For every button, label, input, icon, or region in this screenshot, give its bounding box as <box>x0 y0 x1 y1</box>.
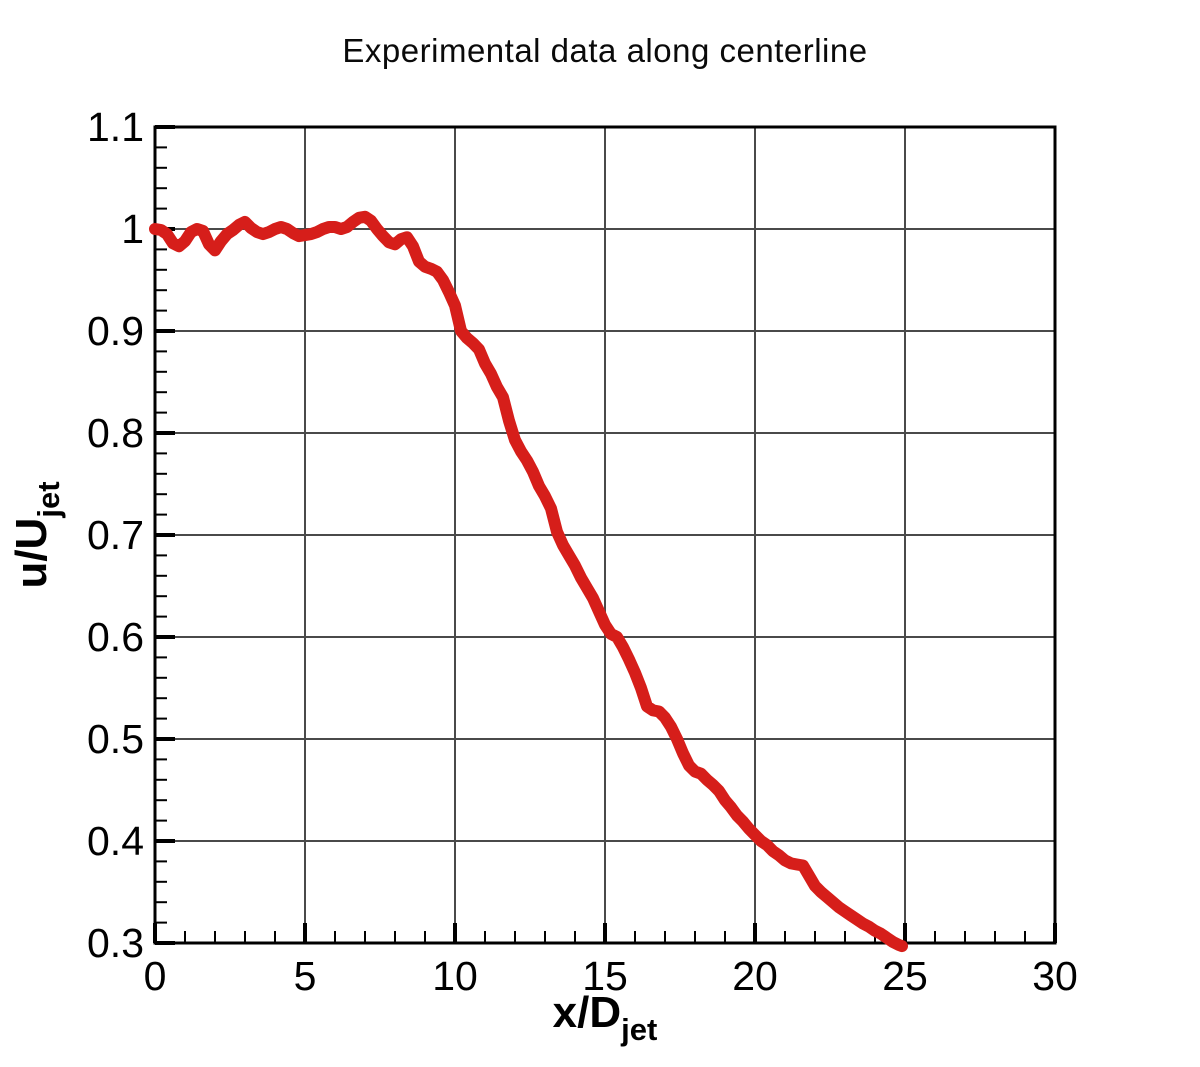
tick-labels: 0 5 10 15 20 25 30 0.3 0.4 0.5 0.6 0.7 0.8 0.9 1 1.1 <box>87 104 1078 999</box>
gridlines <box>155 127 1055 943</box>
chart-title: Experimental data along centerline <box>342 32 868 69</box>
curve-experimental-centerline-velocity <box>149 210 908 953</box>
plot-frame <box>153 125 1057 945</box>
y-tick-label: 0.8 <box>87 410 144 456</box>
y-tick-label: 0.7 <box>87 512 144 558</box>
x-tick-label: 20 <box>732 953 778 999</box>
x-tick-label: 30 <box>1032 953 1078 999</box>
x-axis-label: x/Djet <box>0 988 1200 1048</box>
x-tick-label: 15 <box>582 953 628 999</box>
y-axis-label-subscript: jet <box>31 481 66 518</box>
y-tick-label: 0.3 <box>87 920 144 966</box>
x-tick-label: 25 <box>882 953 928 999</box>
y-axis-label: u/Ujet <box>7 481 67 588</box>
x-tick-label: 10 <box>432 953 478 999</box>
y-tick-label: 0.4 <box>87 818 144 864</box>
x-axis-label-main: x/D <box>552 988 622 1037</box>
y-tick-label: 0.6 <box>87 614 144 660</box>
y-tick-label: 1 <box>121 206 144 252</box>
x-tick-label: 5 <box>294 953 317 999</box>
x-tick-label: 0 <box>144 953 167 999</box>
x-axis-label-subscript: jet <box>621 1012 658 1047</box>
y-axis-label-main: u/U <box>7 517 56 589</box>
y-tick-label: 1.1 <box>87 104 144 150</box>
y-tick-label: 0.5 <box>87 716 144 762</box>
y-tick-label: 0.9 <box>87 308 144 354</box>
